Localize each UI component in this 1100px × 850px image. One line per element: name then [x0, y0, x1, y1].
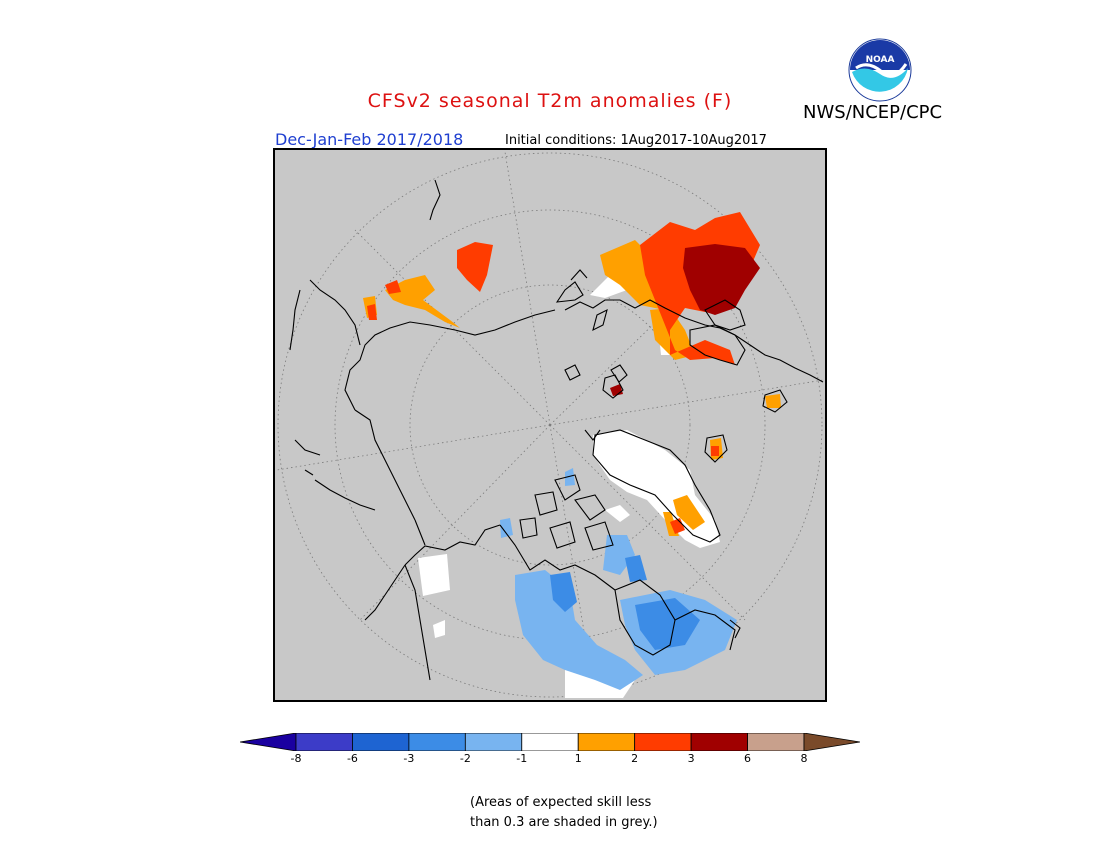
anomaly-plus-3-to-6	[610, 244, 760, 396]
color-scale-tick-label: -3	[403, 752, 415, 765]
color-scale-tick-label: -6	[346, 752, 358, 765]
color-bin	[577, 733, 636, 751]
color-bin	[295, 733, 353, 751]
coastlines	[289, 179, 824, 681]
noaa-logo-icon: NOAA	[848, 38, 912, 102]
season-label: Dec-Jan-Feb 2017/2018	[275, 130, 464, 149]
polar-anomaly-map	[273, 148, 827, 702]
color-scale-tick-label: 1	[574, 752, 582, 765]
color-bin	[464, 733, 523, 751]
color-scale-tick-label: -1	[516, 752, 528, 765]
color-scale-tick-label: -8	[290, 752, 302, 765]
color-scale-tick-label: 8	[800, 752, 808, 765]
color-scale-tick-label: 2	[631, 752, 639, 765]
anomaly-minus-1-to-2	[500, 468, 737, 690]
color-bin	[634, 733, 692, 751]
chart-title: CFSv2 seasonal T2m anomalies (F)	[367, 90, 733, 112]
color-bin	[747, 733, 805, 751]
skill-note: (Areas of expected skill less than 0.3 a…	[470, 795, 658, 830]
logo-text: NOAA	[866, 55, 895, 65]
color-scale-bar	[240, 733, 860, 751]
organization-label: NWS/NCEP/CPC	[803, 102, 943, 123]
color-bin-arrow-high	[803, 733, 860, 751]
color-bin	[352, 733, 410, 751]
color-scale-tick-label: 6	[744, 752, 752, 765]
color-scale-ticks: -8 -6 -3 -2 -1 1 2 3 6 8	[240, 752, 860, 766]
color-scale-tick-label: -2	[459, 752, 471, 765]
color-scale-tick-label: 3	[687, 752, 695, 765]
color-bin	[521, 733, 579, 751]
color-bin	[408, 733, 466, 751]
anomaly-minus-2-to-3	[550, 555, 700, 650]
initial-conditions-label: Initial conditions: 1Aug2017-10Aug2017	[505, 133, 767, 148]
color-bin-arrow-low	[240, 733, 297, 751]
color-bin	[690, 733, 748, 751]
